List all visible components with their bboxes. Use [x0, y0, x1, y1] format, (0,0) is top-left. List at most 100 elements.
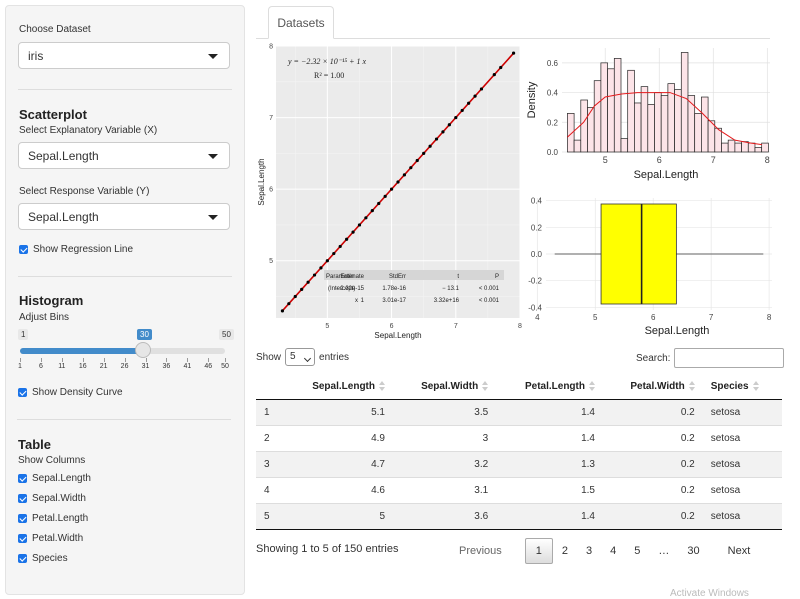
table-cell: 3.2: [393, 450, 497, 477]
table-cell: 3.5: [393, 398, 497, 425]
regression-line-checkbox[interactable]: Show Regression Line: [19, 244, 133, 255]
column-header-label: Petal.Length: [524, 380, 585, 392]
entries-label: entries: [319, 351, 350, 363]
table-row[interactable]: 5 5 3.6 1.4 0.2 setosa: [256, 502, 782, 530]
histogram-bar: [734, 142, 742, 153]
data-point: [306, 280, 310, 284]
x-variable-select[interactable]: Sepal.Length: [18, 142, 230, 169]
regression-equation: y = −2.32 × 10⁻¹⁵ + 1 x: [287, 57, 367, 66]
column-checkbox-sepal-length[interactable]: Sepal.Length: [18, 473, 91, 484]
stats-cell: StdErr: [389, 274, 406, 280]
page-size-control: Show 5 entries: [256, 348, 349, 366]
data-point: [415, 158, 419, 163]
column-checkbox-species[interactable]: Species: [18, 553, 68, 564]
histogram-bar: [573, 139, 582, 153]
tab-datasets[interactable]: Datasets: [268, 6, 334, 39]
y-tick-label: 0.2: [531, 223, 543, 232]
slider-tick-label: 41: [183, 363, 192, 370]
data-point: [460, 108, 464, 113]
box-plot-svg: 0.4 0.2 0.0 -0.2 -0.44 5 6 7 8 Sepal.Length: [528, 197, 772, 337]
bins-slider-handle[interactable]: [135, 342, 151, 358]
column-header[interactable]: Species: [702, 374, 782, 400]
table-cell: 0.2: [602, 476, 703, 503]
stats-cell: − 2.32e-15: [335, 286, 365, 292]
divider: [18, 89, 232, 90]
page-button[interactable]: 3: [586, 545, 593, 557]
activate-windows-watermark: Activate Windows: [670, 588, 749, 599]
data-point: [293, 294, 297, 299]
page-button[interactable]: 30: [687, 545, 700, 557]
dataset-select[interactable]: iris: [18, 42, 230, 69]
column-checkbox-sepal-width[interactable]: Sepal.Width: [18, 493, 86, 504]
stats-cell: P: [495, 274, 499, 280]
data-point: [511, 51, 516, 55]
page-button[interactable]: 5: [634, 545, 641, 557]
slider-tick: [20, 358, 21, 362]
slider-tick: [61, 358, 63, 362]
tab-bar: [256, 38, 770, 39]
table-cell: 3.1: [393, 476, 497, 503]
y-tick-label: 6: [269, 187, 273, 194]
histogram-plot: 0.0 0.2 0.4 0.6 5 6 7 8 Sepal.Length Density: [522, 42, 778, 192]
data-point: [319, 266, 323, 270]
table-row[interactable]: 1 5.1 3.5 1.4 0.2 setosa: [256, 398, 782, 425]
page-button[interactable]: 4: [610, 545, 617, 557]
page-size-select[interactable]: 5: [285, 348, 316, 366]
slider-tick-label: 11: [58, 363, 66, 370]
search-input[interactable]: [674, 348, 785, 368]
x-tick-label: 5: [325, 323, 329, 330]
table-cell: 1.5: [496, 476, 603, 503]
page-button[interactable]: 1: [524, 538, 553, 564]
table-heading: Table: [18, 437, 51, 452]
page-button[interactable]: 2: [561, 545, 569, 557]
column-header[interactable]: Sepal.Length: [282, 374, 393, 400]
next-page-button[interactable]: Next: [727, 545, 751, 557]
table-cell: 2: [256, 424, 283, 451]
table-row[interactable]: 2 4.9 3 1.4 0.2 setosa: [256, 424, 782, 451]
slider-tick-label: 31: [141, 363, 150, 370]
slider-tick-label: 36: [162, 363, 171, 370]
column-header[interactable]: Petal.Length: [496, 374, 603, 400]
pagination: Previous 1 2 3 4 5 … 30 Next: [450, 537, 759, 565]
chevron-down-icon: [208, 54, 218, 59]
table-cell: setosa: [702, 424, 782, 451]
box: [600, 203, 677, 305]
data-point: [396, 180, 400, 184]
histogram-bar: [620, 138, 629, 153]
x-tick-label: 7: [711, 155, 716, 165]
histogram-bar: [674, 89, 682, 153]
data-point: [454, 115, 458, 120]
stats-header-bg: [324, 270, 504, 280]
y-tick-label: 0.4: [547, 89, 559, 98]
y-tick-label: -0.2: [528, 277, 542, 286]
data-point: [402, 173, 407, 177]
dataset-label: Choose Dataset: [19, 24, 91, 35]
table-row[interactable]: 3 4.7 3.2 1.3 0.2 setosa: [256, 450, 782, 477]
previous-page-button[interactable]: Previous: [459, 545, 502, 557]
histogram-bar: [634, 102, 642, 153]
table-cell: 0.2: [602, 424, 703, 451]
x-tick-label: 8: [765, 155, 770, 165]
histogram-bar: [647, 104, 655, 153]
histogram-bar: [727, 139, 736, 153]
histogram-bar: [754, 147, 763, 153]
column-header[interactable]: Sepal.Width: [393, 374, 497, 400]
x-tick-label: 5: [593, 313, 598, 322]
density-curve-checkbox[interactable]: Show Density Curve: [18, 387, 123, 398]
bins-value-label: 30: [137, 329, 152, 340]
x-tick-label: 6: [651, 313, 656, 322]
row-index-header: [256, 374, 283, 400]
data-point: [389, 187, 394, 191]
column-checkbox-petal-width[interactable]: Petal.Width: [18, 533, 83, 544]
x-axis-label: Sepal.Length: [374, 331, 421, 340]
column-header[interactable]: Petal.Width: [602, 374, 703, 400]
table-cell: setosa: [702, 502, 782, 530]
histogram-bar: [607, 68, 615, 153]
stats-cell: (Intercept): [328, 286, 355, 292]
table-row[interactable]: 4 4.6 3.1 1.5 0.2 setosa: [256, 476, 782, 503]
checkbox-checked-icon: [18, 494, 27, 503]
column-checkbox-petal-length[interactable]: Petal.Length: [18, 513, 88, 524]
data-point: [300, 287, 304, 291]
column-header-label: Petal.Width: [630, 380, 685, 392]
y-variable-select[interactable]: Sepal.Length: [18, 203, 230, 230]
